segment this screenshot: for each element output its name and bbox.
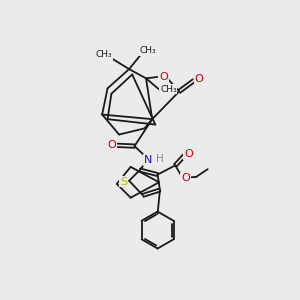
Text: N: N — [144, 155, 152, 165]
Text: O: O — [181, 173, 190, 184]
Text: O: O — [108, 140, 116, 150]
Text: CH₃: CH₃ — [160, 85, 177, 94]
Text: H: H — [156, 154, 164, 164]
Text: O: O — [159, 72, 168, 82]
Text: CH₃: CH₃ — [139, 46, 156, 55]
Text: O: O — [195, 74, 204, 84]
Text: S: S — [120, 176, 127, 187]
Text: O: O — [184, 149, 193, 159]
Text: CH₃: CH₃ — [95, 50, 112, 59]
